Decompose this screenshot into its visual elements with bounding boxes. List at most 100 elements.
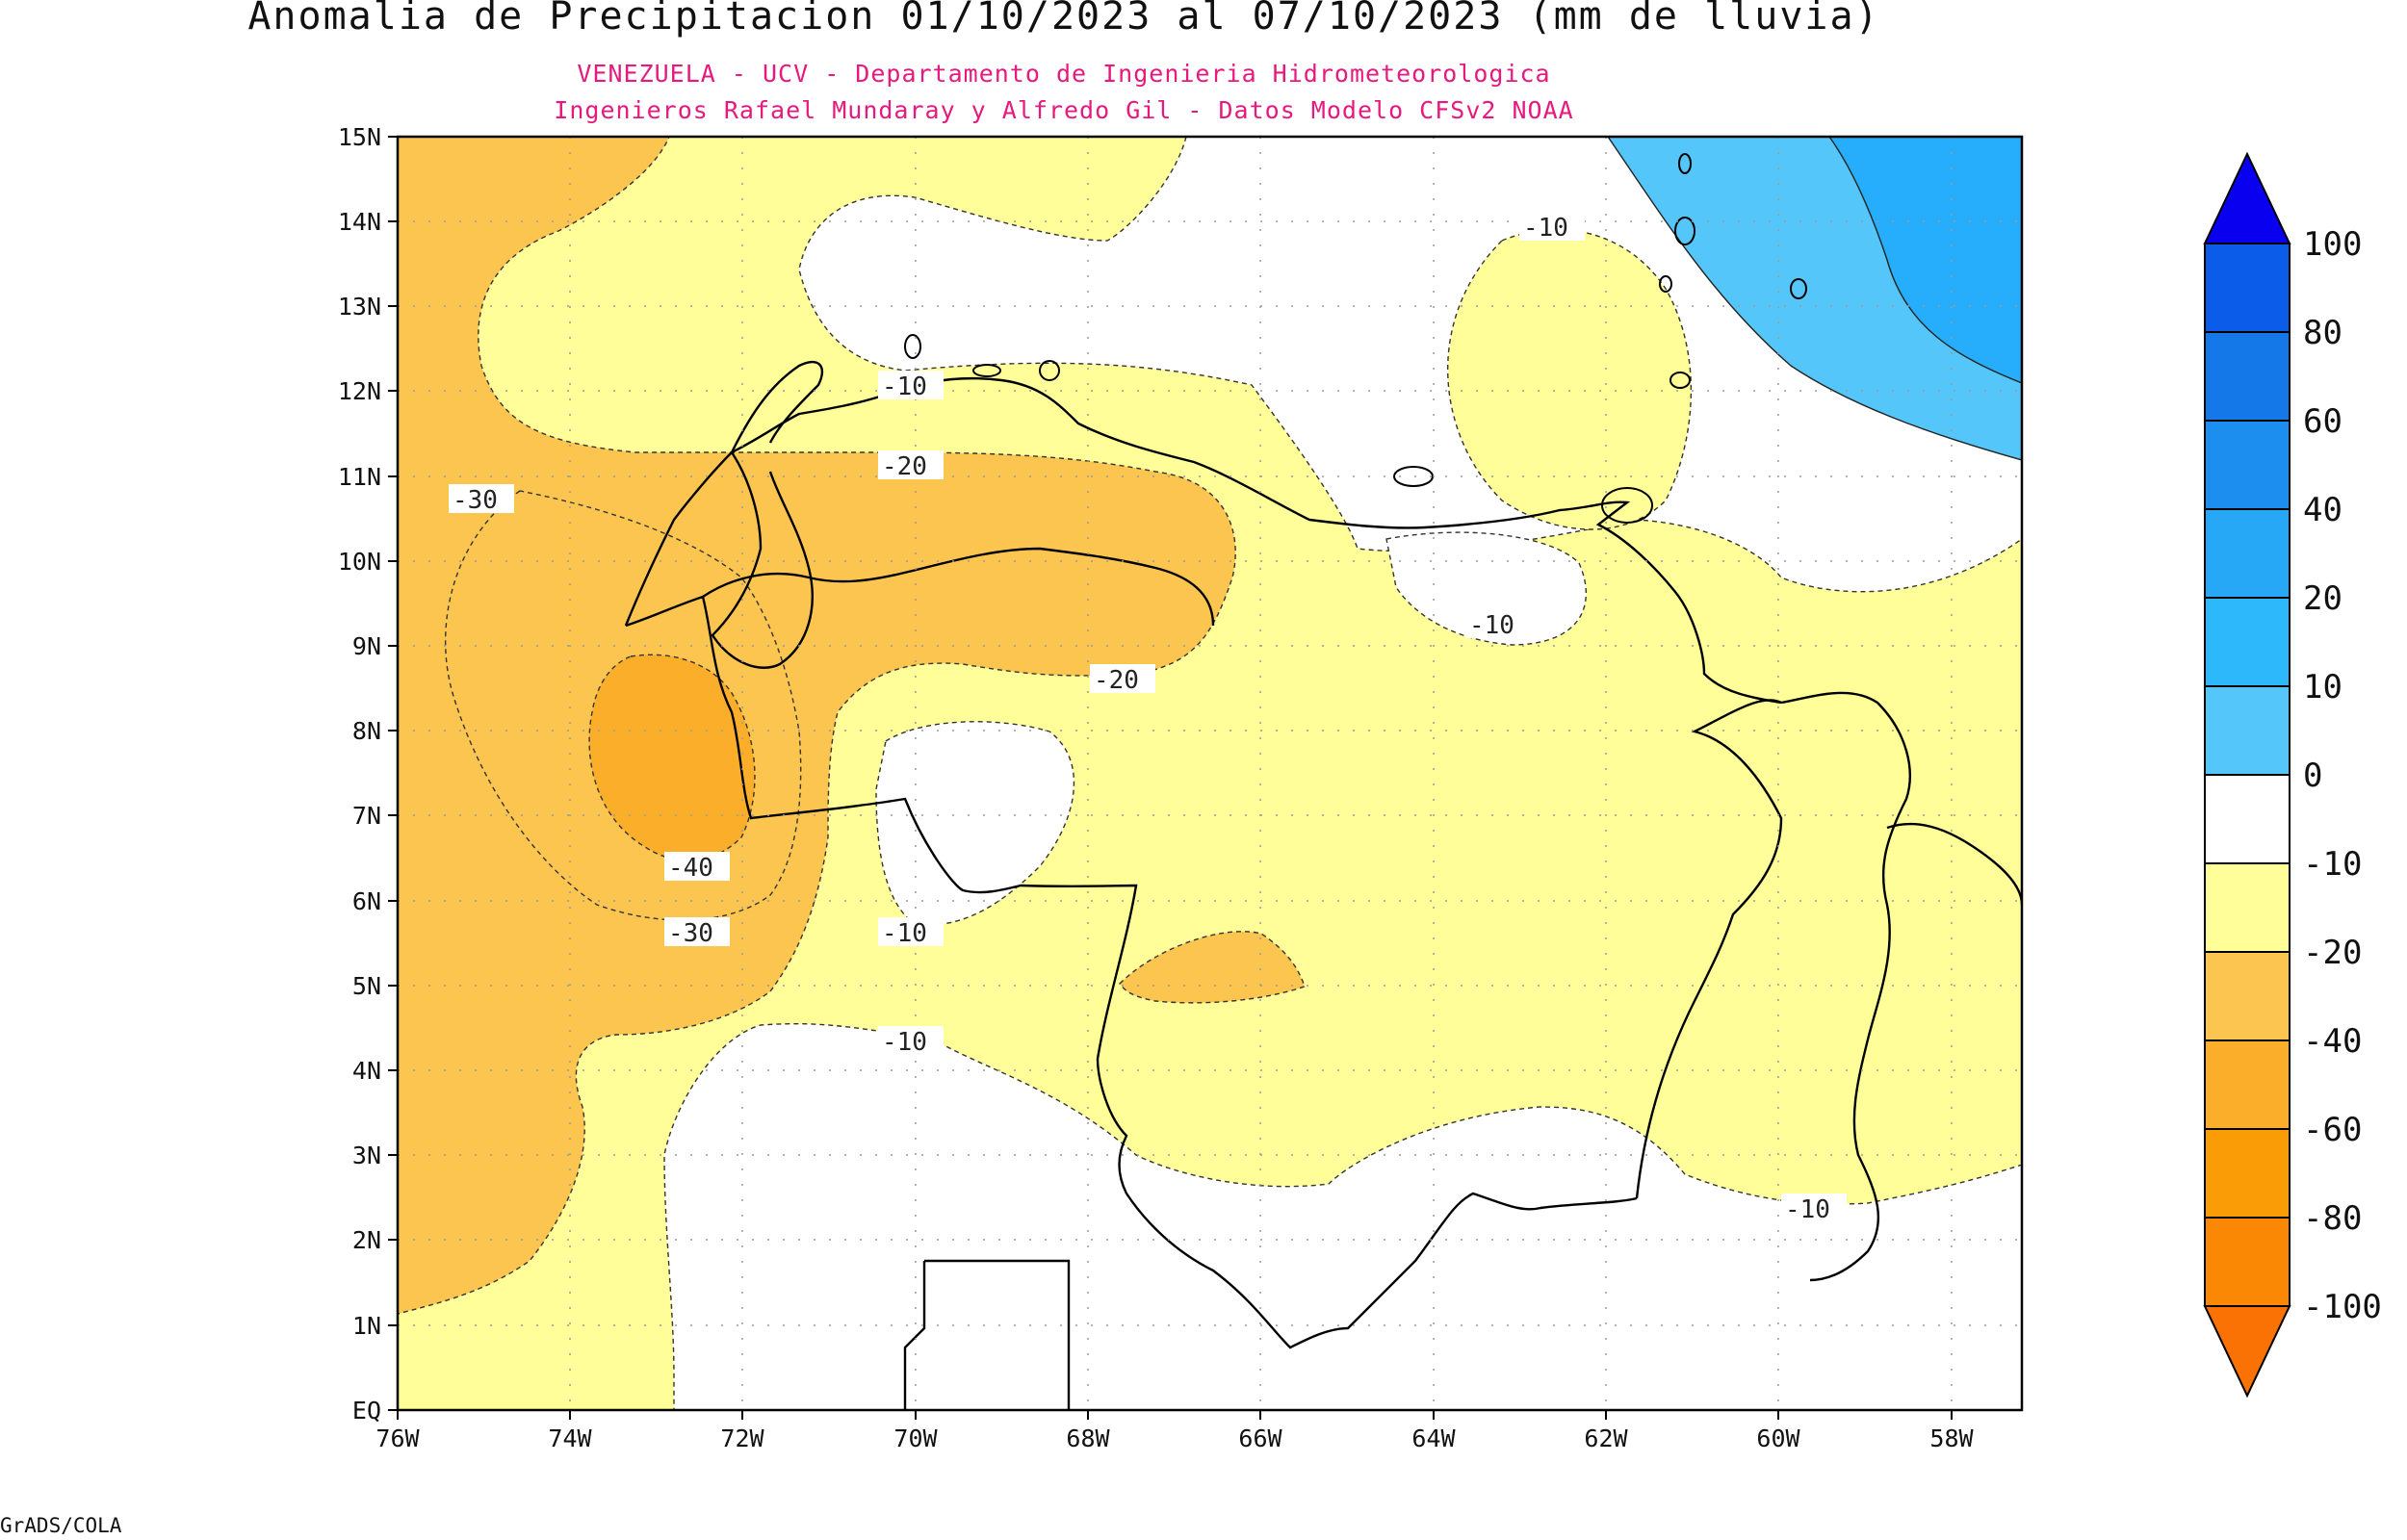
lon-label: 72W — [720, 1424, 764, 1452]
lon-label: 58W — [1929, 1424, 1974, 1452]
venezuela-brazil-border — [1126, 1192, 1638, 1349]
colorbar-segment — [2204, 951, 2291, 1041]
grenada-island — [1674, 217, 1695, 245]
lon-label: 66W — [1238, 1424, 1282, 1452]
contour-label: -10 — [882, 919, 927, 948]
colorbar-arrow-top — [2203, 151, 2291, 244]
colorbar-label: 0 — [2303, 757, 2322, 795]
map-frame — [396, 135, 2024, 1412]
contour-label: -10 — [882, 372, 927, 401]
colorbar-label: -40 — [2303, 1022, 2362, 1061]
lat-label: 14N — [338, 208, 381, 236]
colorbar-label: -100 — [2303, 1288, 2382, 1326]
contour-label: -40 — [668, 854, 713, 883]
contour-label-bg — [878, 450, 944, 479]
contour-minus-30 — [444, 490, 802, 921]
colorbar-segment — [2204, 331, 2291, 422]
colorbar-segment — [2204, 1040, 2291, 1130]
contour-label: -10 — [882, 1028, 927, 1057]
footer-credit: GrADS/COLA — [0, 1514, 122, 1537]
axis-ticks — [388, 136, 1953, 1420]
venezuela-coast — [624, 376, 1782, 705]
lat-label: 6N — [352, 887, 381, 915]
coastlines-borders — [624, 360, 2022, 1410]
longitude-labels: 76W 74W 72W 70W 68W 66W 64W 62W 60W 58W — [375, 1424, 1974, 1452]
colorbar-segment — [2204, 685, 2291, 776]
stvincent-island — [1659, 275, 1672, 293]
contour-label-bg — [878, 917, 944, 946]
anomaly-fields — [398, 137, 2022, 1410]
suriname-outline — [1886, 822, 2022, 906]
colombia-venezuela-border — [625, 595, 1138, 1194]
contour-label-bg — [1519, 212, 1585, 241]
anomaly-zone-orange-core — [588, 654, 756, 861]
colorbar-label: 80 — [2303, 314, 2342, 352]
colorbar-segment — [2204, 774, 2291, 864]
lon-label: 76W — [375, 1424, 420, 1452]
contour-label: -30 — [453, 486, 498, 515]
colorbar-segment — [2204, 1217, 2291, 1307]
colorbar-segment — [2204, 1128, 2291, 1219]
maracaibo-lake — [711, 451, 814, 669]
lat-label: 5N — [352, 972, 381, 1000]
subtitle-institution: VENEZUELA - UCV - Departamento de Ingeni… — [577, 60, 1551, 88]
lat-label: 4N — [352, 1057, 381, 1085]
colorbar-label: 100 — [2303, 225, 2362, 264]
colorbar-arrow-bottom — [2203, 1305, 2291, 1399]
lat-label: 7N — [352, 802, 381, 830]
colorbar-label: -60 — [2303, 1111, 2362, 1149]
contour-label-bg — [664, 852, 730, 881]
colorbar-segment — [2204, 420, 2291, 510]
curacao-island — [972, 364, 1001, 377]
contour-label-bg — [1781, 1194, 1847, 1222]
contour-label-bg — [1465, 609, 1531, 638]
brazil-colombia-border — [903, 1259, 1071, 1410]
colorbar-label: -20 — [2303, 934, 2362, 972]
barbados-island — [1790, 278, 1807, 299]
colorbar-segment — [2204, 508, 2291, 599]
contour-label-bg — [1090, 664, 1155, 693]
map-title: Anomalia de Precipitacion 01/10/2023 al … — [247, 0, 1880, 38]
colorbar-label: 20 — [2303, 579, 2342, 618]
colorbar-label: 10 — [2303, 668, 2342, 706]
contour-label: -20 — [882, 452, 927, 481]
latitude-labels: EQ 1N 2N 3N 4N 5N 6N 7N 8N 9N 10N 11N 12… — [338, 123, 381, 1424]
contour-label-bg — [878, 1026, 944, 1055]
anomaly-zone-white-east-coast — [1385, 531, 1588, 646]
colorbar-label: 60 — [2303, 402, 2342, 441]
lon-label: 62W — [1584, 1424, 1628, 1452]
contour-label: -20 — [1094, 666, 1139, 695]
contour-label-bg — [449, 484, 514, 513]
colorbar-label: -10 — [2303, 845, 2362, 884]
contour-label: -30 — [668, 919, 713, 948]
guyana-coast — [1780, 691, 1911, 1282]
lat-label: 2N — [352, 1226, 381, 1254]
contour-label: -10 — [1523, 214, 1568, 243]
lat-label: 1N — [352, 1312, 381, 1340]
colombia-inner-borders — [702, 547, 1215, 627]
lat-label: 15N — [338, 123, 381, 151]
anomaly-zone-blue-mid — [1828, 137, 2022, 384]
margarita-island — [1393, 466, 1434, 487]
colorbar-label: -80 — [2303, 1199, 2362, 1238]
trinidad-island — [1601, 487, 1653, 524]
lon-label: 70W — [893, 1424, 938, 1452]
contour-label: -10 — [1785, 1195, 1830, 1224]
lat-label: 12N — [338, 377, 381, 405]
lat-label: 3N — [352, 1142, 381, 1169]
colorbar-segment — [2204, 862, 2291, 953]
lat-label: 8N — [352, 717, 381, 745]
islands — [904, 153, 1807, 524]
colorbar-segment — [2204, 597, 2291, 687]
contour-label-bg — [664, 917, 730, 946]
lat-label: 9N — [352, 632, 381, 660]
venezuela-guyana-border — [1635, 699, 1783, 1199]
lat-label: 10N — [338, 548, 381, 576]
anomaly-zone-yellow-northeast — [1447, 228, 1693, 530]
lon-label: 64W — [1411, 1424, 1456, 1452]
contour-label-bg — [878, 371, 944, 399]
anomaly-zone-white-south-lake — [875, 721, 1075, 926]
contour-label: -10 — [1469, 611, 1514, 640]
